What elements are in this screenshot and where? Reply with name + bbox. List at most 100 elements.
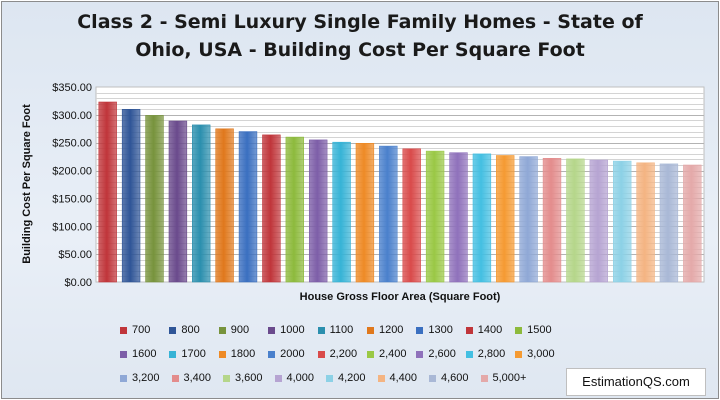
legend-swatch	[366, 350, 374, 358]
legend-swatch	[465, 350, 473, 358]
legend-swatch	[465, 326, 473, 334]
bar-900	[145, 115, 164, 283]
bar-1200	[215, 128, 234, 283]
bar-2800	[472, 153, 492, 283]
bar-1000	[168, 120, 188, 283]
bar-4400	[636, 162, 655, 283]
legend-swatch	[515, 350, 523, 358]
legend-label: 800	[181, 324, 200, 336]
legend-label: 1300	[428, 324, 453, 336]
legend-swatch	[326, 374, 333, 382]
legend-swatch	[480, 374, 488, 382]
bar-700	[98, 101, 117, 283]
y-tick-label: $100.00	[52, 221, 92, 233]
y-tick-label: $350.00	[52, 82, 92, 94]
legend: 700 800 900 1000 1100 1200 1300 1400 1500 1600 170…	[120, 318, 600, 390]
legend-item: 900	[218, 324, 268, 336]
legend-label: 1100	[329, 324, 354, 336]
legend-label: 5,000+	[492, 372, 527, 384]
bar-5000	[683, 164, 702, 283]
chart-title-line-2: Ohio, USA - Building Cost Per Square Foo…	[135, 39, 585, 61]
legend-swatch	[274, 374, 282, 382]
legend-label: 1800	[230, 348, 256, 360]
legend-swatch	[120, 374, 127, 382]
legend-swatch	[268, 326, 276, 334]
legend-row: 700 800 900 1000 1100 1200 1300 1400 1500	[120, 318, 600, 342]
legend-item: 1600	[120, 348, 169, 360]
legend-item: 1100	[317, 324, 367, 336]
legend-swatch	[218, 350, 226, 358]
legend-label: 700	[132, 324, 151, 336]
y-axis-label: Building Cost Per Square Foot	[21, 104, 33, 264]
legend-item: 4,000	[274, 372, 327, 384]
legend-item: 4,400	[377, 372, 430, 384]
bar-1800	[355, 143, 375, 283]
plot-area	[95, 86, 705, 283]
legend-item: 4,200	[326, 372, 378, 384]
legend-label: 1600	[132, 348, 157, 360]
x-axis-label: House Gross Floor Area (Square Foot)	[300, 291, 501, 303]
y-tick-label: $200.00	[52, 166, 92, 178]
bar-1700	[332, 141, 351, 283]
legend-label: 1200	[378, 324, 404, 336]
legend-swatch	[268, 350, 276, 358]
bar-4000	[589, 159, 609, 283]
legend-row: 3,200 3,400 3,600 4,000 4,200 4,400 4,600 5,000…	[120, 366, 600, 390]
legend-label: 1400	[477, 324, 503, 336]
legend-swatch	[169, 350, 177, 358]
legend-swatch	[317, 326, 325, 334]
watermark-label: EstimationQS.com	[566, 368, 706, 396]
legend-item: 4,600	[429, 372, 481, 384]
legend-swatch	[366, 326, 374, 334]
chart-title: Class 2 - Semi Luxury Single Family Home…	[0, 8, 720, 64]
legend-label: 1000	[280, 324, 305, 336]
legend-swatch	[218, 326, 226, 334]
legend-item: 5,000+	[480, 372, 533, 384]
bar-2400	[425, 150, 445, 283]
legend-label: 1700	[181, 348, 206, 360]
y-axis-ticks: $0.00 $50.00 $100.00 $150.00 $200.00 $250.00 $…	[52, 82, 92, 289]
bar-3000	[495, 155, 515, 283]
legend-item: 1200	[366, 324, 416, 336]
legend-item: 1000	[268, 324, 317, 336]
legend-item: 2,200	[317, 348, 367, 360]
legend-label: 900	[230, 324, 250, 336]
legend-item: 700	[120, 324, 169, 336]
bar-2200	[402, 148, 421, 283]
y-tick-label: $50.00	[58, 249, 92, 261]
bar-1400	[262, 134, 281, 283]
bar-4600	[659, 163, 679, 283]
legend-label: 3,000	[527, 348, 555, 360]
legend-row: 1600 1700 1800 2000 2,200 2,400 2,600 2,800 3,00…	[120, 342, 600, 366]
legend-swatch	[515, 326, 523, 334]
legend-item: 1300	[416, 324, 465, 336]
legend-item: 3,600	[223, 372, 275, 384]
chart-title-line-1: Class 2 - Semi Luxury Single Family Home…	[77, 11, 643, 33]
y-tick-label: $150.00	[52, 193, 92, 205]
legend-label: 4,400	[389, 372, 418, 384]
legend-item: 1500	[515, 324, 564, 336]
bar-3400	[542, 158, 562, 283]
legend-label: 2,200	[329, 348, 358, 360]
legend-swatch	[171, 374, 179, 382]
bar-800	[121, 109, 141, 283]
legend-label: 3,600	[235, 372, 263, 384]
legend-item: 3,200	[120, 372, 172, 384]
legend-item: 3,000	[515, 348, 564, 360]
legend-swatch	[120, 326, 127, 334]
legend-swatch	[416, 326, 424, 334]
legend-item: 1800	[218, 348, 268, 360]
legend-item: 2,600	[416, 348, 465, 360]
legend-item: 800	[169, 324, 218, 336]
bar-2600	[449, 152, 468, 283]
bar-chart: $0.00 $50.00 $100.00 $150.00 $200.00 $250.00 $…	[21, 82, 705, 303]
bar-1300	[238, 131, 258, 283]
bar-1600	[308, 139, 328, 283]
bars	[98, 101, 702, 283]
bar-3600	[566, 158, 585, 283]
bar-1500	[285, 136, 304, 283]
legend-label: 2000	[280, 348, 305, 360]
legend-swatch	[429, 374, 436, 382]
y-tick-label: $250.00	[52, 138, 92, 150]
bar-2000	[379, 145, 398, 283]
